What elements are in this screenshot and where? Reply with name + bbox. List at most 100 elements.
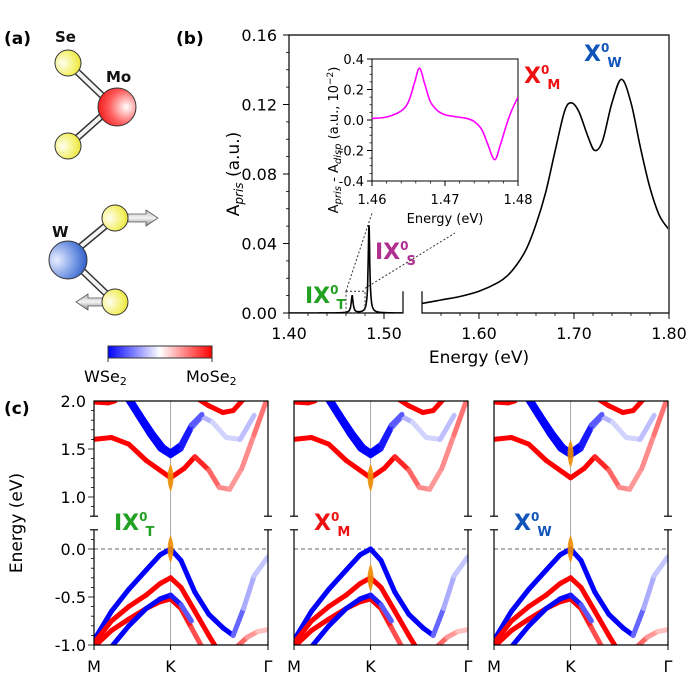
band-subpanel-ix0t: M K Γ IX0 T xyxy=(87,400,273,676)
k-label: M xyxy=(287,657,301,676)
band-segment xyxy=(125,401,140,418)
inset-y-tick-label: -0.2 xyxy=(339,145,364,160)
band-segment xyxy=(255,627,268,635)
band-segment xyxy=(543,596,563,611)
w-atom xyxy=(48,240,88,280)
inset-x-tick-label: 1.48 xyxy=(504,193,533,208)
k-label: K xyxy=(565,657,576,676)
band-segment xyxy=(347,432,363,452)
band-segment xyxy=(509,623,532,645)
band-segment xyxy=(451,554,468,579)
spectrum-line-high-energy xyxy=(421,78,668,305)
band-segment xyxy=(126,567,149,592)
band-segment xyxy=(406,403,426,415)
band-segment xyxy=(538,412,556,437)
band-segment xyxy=(578,558,598,595)
band-segment xyxy=(508,604,532,624)
mose2-structure: Se Mo xyxy=(54,28,137,160)
peak-label-x0m: X0 M xyxy=(524,63,560,93)
band-segment xyxy=(143,552,163,573)
band-segment xyxy=(441,573,457,611)
band-segment xyxy=(308,435,332,447)
x-tick-label: 1.60 xyxy=(461,324,497,343)
x-tick-label: 1.80 xyxy=(651,324,687,343)
inset-x-tick-label: 1.47 xyxy=(431,193,460,208)
band-segment xyxy=(94,435,114,442)
band-segment xyxy=(206,611,226,631)
exciton-label-x0w: X0 W xyxy=(514,510,552,540)
band-segment xyxy=(526,606,549,629)
band-segment xyxy=(338,412,356,437)
band-segment xyxy=(227,465,245,492)
band-segment xyxy=(427,465,445,492)
band-segment xyxy=(308,604,332,624)
panel-a-label: (a) xyxy=(4,29,31,49)
band-segment xyxy=(126,606,149,629)
bottom-frame xyxy=(293,529,469,646)
panel-b-label: (b) xyxy=(176,29,204,49)
colorbar-right-label: MoSe2 xyxy=(186,367,237,388)
band-segment xyxy=(382,454,398,471)
inset-y-tick-label: 0.2 xyxy=(343,84,364,99)
band-segment xyxy=(606,403,626,415)
band-segment xyxy=(526,441,549,463)
main-annotations: IX0 T IX0 S X0 M X0 W xyxy=(305,41,622,313)
band-y-tick-label: 0.0 xyxy=(61,540,86,559)
band-segment xyxy=(147,432,163,452)
band-segment xyxy=(206,467,222,490)
band-segment xyxy=(578,584,598,614)
y-tick-label: 0.16 xyxy=(241,26,277,45)
band-segment xyxy=(508,616,532,634)
band-segment xyxy=(406,611,426,631)
band-segment xyxy=(578,602,594,624)
band-segment xyxy=(143,596,163,611)
x-tick-label: 1.50 xyxy=(366,324,402,343)
se-label: Se xyxy=(55,28,76,46)
mo-atom xyxy=(97,87,137,127)
y-tick-label: 0.00 xyxy=(241,304,277,323)
band-segment xyxy=(128,401,144,418)
band-segment xyxy=(308,586,332,614)
band-segment xyxy=(178,602,194,624)
band-y-tick-label: 1.0 xyxy=(61,488,86,507)
band-segment xyxy=(406,467,422,490)
zoom-connector-left xyxy=(345,212,373,292)
band-segment xyxy=(241,573,257,611)
k-label: Γ xyxy=(464,657,473,676)
band-segment xyxy=(126,592,149,610)
band-segment xyxy=(451,401,468,438)
band-y-tick-label: 1.5 xyxy=(61,440,86,459)
band-segment xyxy=(528,401,544,418)
peak-label-ix0s: IX0 S xyxy=(375,239,416,269)
band-segment xyxy=(192,454,212,473)
y-tick-label: 0.04 xyxy=(241,235,277,254)
band-segment xyxy=(651,554,668,579)
top-frame xyxy=(293,400,469,517)
inset-curve xyxy=(372,67,518,161)
k-label: Γ xyxy=(664,657,673,676)
band-segment xyxy=(326,441,349,463)
band-segment xyxy=(108,586,132,614)
zoom-connector-right xyxy=(364,232,456,289)
band-segment xyxy=(294,435,314,442)
band-segment xyxy=(143,581,163,598)
band-segment xyxy=(206,403,226,415)
x-tick-label: 1.40 xyxy=(271,324,307,343)
zoom-box xyxy=(345,290,366,314)
k-label: Γ xyxy=(264,657,273,676)
se-atom-top xyxy=(54,49,82,77)
band-segment xyxy=(592,608,612,638)
band-segment xyxy=(378,602,394,624)
band-segment xyxy=(350,431,367,450)
band-segment xyxy=(178,422,194,447)
k-label: M xyxy=(87,657,101,676)
band-segment xyxy=(209,419,229,440)
band-segment xyxy=(335,412,353,438)
band-y-tick-label: -0.5 xyxy=(55,588,86,607)
exciton-label-ix0t: IX0 T xyxy=(114,510,155,540)
band-segment xyxy=(637,412,657,442)
band-structure-axes: 2.0 1.5 1.0 0.0 -0.5 -1.0 Energy (eV) xyxy=(7,392,86,655)
band-segment xyxy=(138,412,156,437)
band-segment xyxy=(192,589,212,617)
band-segment xyxy=(251,401,268,438)
